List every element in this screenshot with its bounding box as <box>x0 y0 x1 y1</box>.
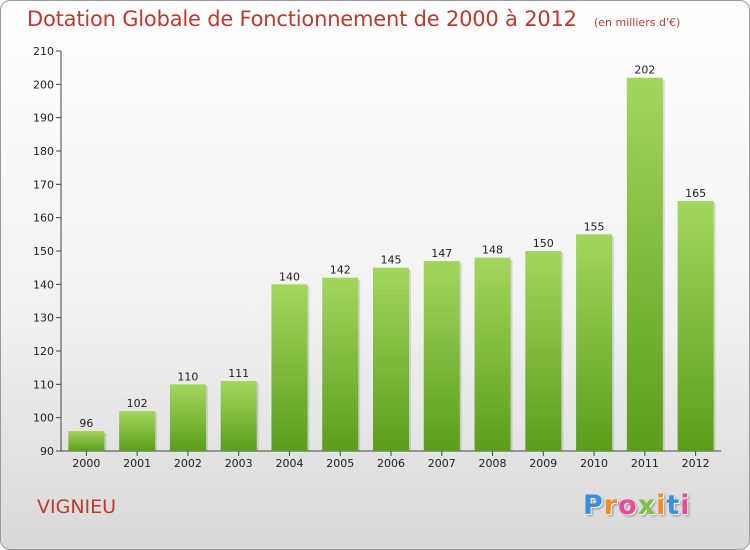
brand-logo: Proxiti <box>583 490 691 521</box>
bar-value-label: 147 <box>431 247 452 260</box>
brand-letter: r <box>603 490 619 521</box>
y-tick-label: 120 <box>33 345 54 358</box>
y-tick-label: 160 <box>33 212 54 225</box>
brand-letter: o <box>618 490 638 521</box>
brand-letter: P <box>583 490 604 521</box>
brand-letter: t <box>666 490 681 521</box>
bars <box>68 77 716 452</box>
bar <box>119 411 156 451</box>
x-tick-label: 2003 <box>225 457 253 470</box>
bar <box>423 261 460 451</box>
y-tick-label: 110 <box>33 378 54 391</box>
bar-value-label: 148 <box>482 244 503 257</box>
bar-value-label: 202 <box>634 64 655 77</box>
bar-value-label: 96 <box>79 417 93 430</box>
x-tick-label: 2012 <box>682 457 710 470</box>
y-tick-label: 180 <box>33 145 54 158</box>
y-tick-label: 170 <box>33 178 54 191</box>
bar-value-label: 142 <box>330 264 351 277</box>
brand-letter: x <box>637 490 657 521</box>
x-tick-label: 2004 <box>275 457 303 470</box>
bar <box>169 384 206 451</box>
commune-name: VIGNIEU <box>37 496 117 518</box>
title-row: Dotation Globale de Fonctionnement de 20… <box>27 7 680 31</box>
bar-value-label: 140 <box>279 270 300 283</box>
y-tick-label: 100 <box>33 412 54 425</box>
x-tick-label: 2001 <box>123 457 151 470</box>
y-tick-label: 130 <box>33 312 54 325</box>
bar <box>525 251 562 451</box>
bar-value-label: 145 <box>381 254 402 267</box>
x-tick-label: 2005 <box>326 457 354 470</box>
bar <box>677 201 714 451</box>
labels: 96 2000 102 2001 110 2002 111 2003 140 2004 142 200… <box>72 64 709 470</box>
y-tick-label: 200 <box>33 78 54 91</box>
chart-unit: (en milliers d'€) <box>593 16 681 29</box>
bar <box>271 284 308 451</box>
y-tick-label: 140 <box>33 278 54 291</box>
axes: 90 100 110 120 130 140 150 160 170 180 190 200 210 <box>33 45 721 458</box>
x-tick-label: 2011 <box>631 457 659 470</box>
brand-letter: i <box>656 490 667 521</box>
x-tick-label: 2009 <box>529 457 557 470</box>
bar-value-label: 150 <box>533 237 554 250</box>
bar <box>373 267 409 451</box>
bar-value-label: 155 <box>584 220 605 233</box>
bar <box>322 277 359 451</box>
x-tick-label: 2007 <box>428 457 456 470</box>
y-tick-label: 210 <box>33 45 54 58</box>
bar <box>68 431 105 451</box>
bar-value-label: 165 <box>685 187 706 200</box>
bar-value-label: 110 <box>177 370 198 383</box>
bar-value-label: 111 <box>228 367 249 380</box>
x-tick-label: 2000 <box>72 457 100 470</box>
y-tick-label: 150 <box>33 245 54 258</box>
bar <box>474 257 511 451</box>
x-tick-label: 2006 <box>377 457 405 470</box>
x-tick-label: 2002 <box>174 457 202 470</box>
y-tick-label: 190 <box>33 112 54 125</box>
bar-value-label: 102 <box>127 397 148 410</box>
chart-title: Dotation Globale de Fonctionnement de 20… <box>27 7 577 31</box>
bar <box>626 77 663 452</box>
bar <box>576 234 613 451</box>
x-tick-label: 2010 <box>580 457 608 470</box>
brand-letter: i <box>680 490 691 521</box>
y-tick-label: 90 <box>40 445 54 458</box>
bar <box>220 381 257 451</box>
x-tick-label: 2008 <box>479 457 507 470</box>
